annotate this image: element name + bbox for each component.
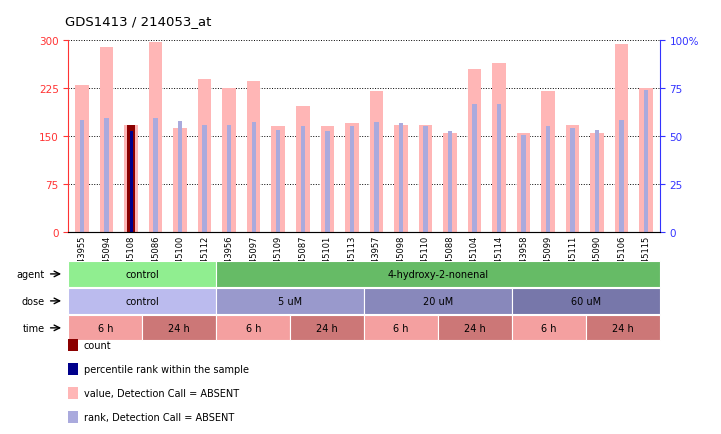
Bar bbox=[423, 127, 428, 232]
Bar bbox=[595, 130, 599, 232]
Bar bbox=[640, 89, 653, 232]
Bar bbox=[296, 107, 309, 232]
Text: 60 uM: 60 uM bbox=[571, 296, 601, 306]
Bar bbox=[521, 135, 526, 232]
Bar bbox=[468, 70, 481, 232]
Text: 24 h: 24 h bbox=[169, 323, 190, 333]
Bar bbox=[517, 134, 531, 232]
Bar bbox=[203, 125, 207, 232]
Bar bbox=[272, 127, 285, 232]
Bar bbox=[497, 105, 501, 232]
Text: 6 h: 6 h bbox=[246, 323, 261, 333]
Bar bbox=[546, 127, 550, 232]
Text: 6 h: 6 h bbox=[394, 323, 409, 333]
Bar bbox=[173, 129, 187, 232]
Bar bbox=[105, 119, 109, 232]
Bar bbox=[615, 44, 629, 232]
Bar bbox=[541, 92, 555, 232]
Bar bbox=[80, 121, 84, 232]
Bar bbox=[129, 129, 133, 232]
Bar bbox=[247, 81, 260, 232]
Bar bbox=[75, 86, 89, 232]
Bar bbox=[566, 125, 580, 232]
Bar bbox=[419, 125, 432, 232]
Bar bbox=[178, 122, 182, 232]
Bar bbox=[149, 43, 162, 232]
Bar bbox=[301, 127, 305, 232]
Bar bbox=[570, 129, 575, 232]
Bar bbox=[127, 125, 136, 232]
Text: GDS1413 / 214053_at: GDS1413 / 214053_at bbox=[65, 15, 211, 28]
Bar bbox=[321, 127, 334, 232]
Text: control: control bbox=[125, 270, 159, 279]
Bar bbox=[619, 121, 624, 232]
Bar bbox=[350, 127, 354, 232]
Text: 6 h: 6 h bbox=[541, 323, 557, 333]
Bar bbox=[124, 125, 138, 232]
Bar bbox=[443, 134, 456, 232]
Bar bbox=[325, 132, 329, 232]
Text: control: control bbox=[125, 296, 159, 306]
Text: rank, Detection Call = ABSENT: rank, Detection Call = ABSENT bbox=[84, 412, 234, 421]
Text: dose: dose bbox=[22, 296, 45, 306]
Bar bbox=[130, 132, 133, 232]
Text: 24 h: 24 h bbox=[612, 323, 634, 333]
Bar bbox=[154, 119, 158, 232]
Bar bbox=[99, 48, 113, 232]
Text: 24 h: 24 h bbox=[464, 323, 486, 333]
Bar bbox=[276, 130, 280, 232]
Text: 24 h: 24 h bbox=[317, 323, 338, 333]
Bar bbox=[374, 123, 379, 232]
Bar bbox=[492, 63, 505, 232]
Bar bbox=[448, 132, 452, 232]
Bar bbox=[370, 92, 383, 232]
Text: 6 h: 6 h bbox=[98, 323, 113, 333]
Text: 20 uM: 20 uM bbox=[423, 296, 453, 306]
Bar bbox=[399, 124, 403, 232]
Text: count: count bbox=[84, 340, 111, 350]
Text: time: time bbox=[22, 323, 45, 333]
Bar bbox=[252, 123, 256, 232]
Bar bbox=[644, 91, 648, 232]
Bar bbox=[394, 126, 407, 232]
Bar bbox=[227, 125, 231, 232]
Bar bbox=[345, 124, 358, 232]
Bar bbox=[223, 89, 236, 232]
Text: percentile rank within the sample: percentile rank within the sample bbox=[84, 364, 249, 374]
Bar bbox=[590, 134, 604, 232]
Text: value, Detection Call = ABSENT: value, Detection Call = ABSENT bbox=[84, 388, 239, 398]
Text: agent: agent bbox=[17, 270, 45, 279]
Text: 4-hydroxy-2-nonenal: 4-hydroxy-2-nonenal bbox=[387, 270, 489, 279]
Bar bbox=[472, 105, 477, 232]
Text: 5 uM: 5 uM bbox=[278, 296, 302, 306]
Bar bbox=[198, 79, 211, 232]
